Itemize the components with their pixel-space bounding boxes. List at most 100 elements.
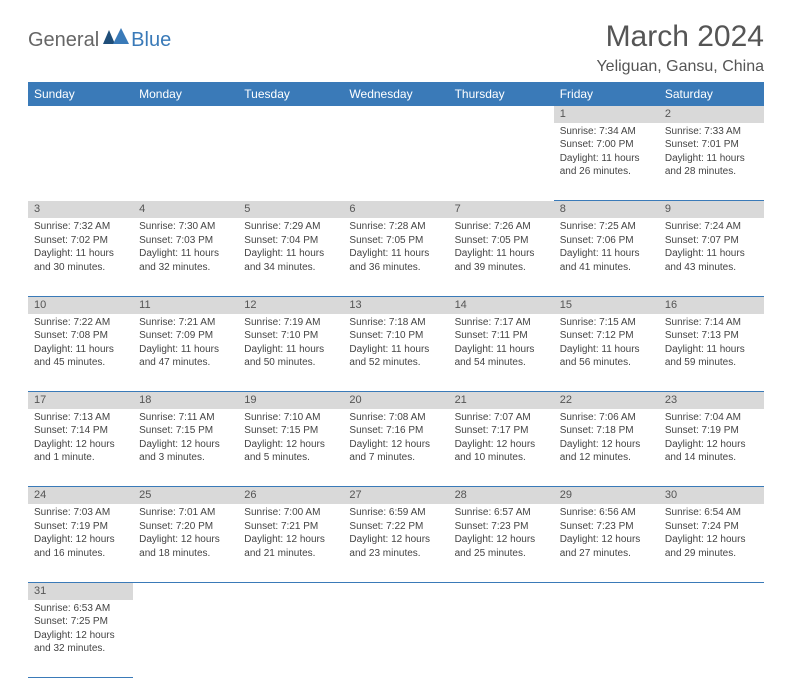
week-row: Sunrise: 7:32 AMSunset: 7:02 PMDaylight:… — [28, 218, 764, 296]
day-info-line: Sunset: 7:10 PM — [349, 329, 442, 343]
title-block: March 2024 Yeliguan, Gansu, China — [596, 20, 764, 76]
day-info-line: Daylight: 11 hours and 41 minutes. — [560, 247, 653, 274]
day-cell: Sunrise: 7:26 AMSunset: 7:05 PMDaylight:… — [449, 218, 554, 296]
day-number — [238, 582, 343, 599]
day-info-line: Sunrise: 7:08 AM — [349, 411, 442, 425]
weekday-header: Friday — [554, 82, 659, 106]
day-info-line: Sunrise: 7:13 AM — [34, 411, 127, 425]
day-number — [449, 582, 554, 599]
weekday-header: Tuesday — [238, 82, 343, 106]
day-cell — [449, 123, 554, 201]
day-cell — [343, 600, 448, 678]
day-info-line: Sunrise: 7:10 AM — [244, 411, 337, 425]
day-number: 4 — [133, 201, 238, 218]
day-info-line: Daylight: 12 hours and 3 minutes. — [139, 438, 232, 465]
day-cell: Sunrise: 7:01 AMSunset: 7:20 PMDaylight:… — [133, 504, 238, 582]
day-info-line: Sunrise: 7:17 AM — [455, 316, 548, 330]
day-info-line: Sunset: 7:10 PM — [244, 329, 337, 343]
day-number: 8 — [554, 201, 659, 218]
day-number: 25 — [133, 487, 238, 504]
day-number: 6 — [343, 201, 448, 218]
day-cell: Sunrise: 7:29 AMSunset: 7:04 PMDaylight:… — [238, 218, 343, 296]
day-cell: Sunrise: 7:18 AMSunset: 7:10 PMDaylight:… — [343, 314, 448, 392]
day-info-line: Daylight: 12 hours and 14 minutes. — [665, 438, 758, 465]
day-info-line: Sunset: 7:03 PM — [139, 234, 232, 248]
day-number: 21 — [449, 392, 554, 409]
day-info-line: Sunrise: 7:21 AM — [139, 316, 232, 330]
day-number: 3 — [28, 201, 133, 218]
day-info-line: Sunrise: 7:26 AM — [455, 220, 548, 234]
day-number: 23 — [659, 392, 764, 409]
day-info-line: Sunset: 7:21 PM — [244, 520, 337, 534]
day-number: 1 — [554, 106, 659, 123]
day-info-line: Daylight: 12 hours and 7 minutes. — [349, 438, 442, 465]
day-info-line: Daylight: 11 hours and 28 minutes. — [665, 152, 758, 179]
day-info-line: Sunrise: 6:56 AM — [560, 506, 653, 520]
day-info-line: Sunset: 7:14 PM — [34, 424, 127, 438]
day-info-line: Sunset: 7:05 PM — [349, 234, 442, 248]
day-info-line: Sunrise: 7:33 AM — [665, 125, 758, 139]
logo-text-blue: Blue — [131, 29, 171, 52]
day-cell: Sunrise: 7:07 AMSunset: 7:17 PMDaylight:… — [449, 409, 554, 487]
day-cell — [133, 600, 238, 678]
day-info-line: Sunset: 7:16 PM — [349, 424, 442, 438]
weekday-header-row: SundayMondayTuesdayWednesdayThursdayFrid… — [28, 82, 764, 106]
day-number — [133, 106, 238, 123]
day-info-line: Sunset: 7:19 PM — [34, 520, 127, 534]
day-cell — [449, 600, 554, 678]
day-number — [28, 106, 133, 123]
day-info-line: Sunset: 7:01 PM — [665, 138, 758, 152]
day-info-line: Daylight: 11 hours and 56 minutes. — [560, 343, 653, 370]
day-cell — [238, 600, 343, 678]
day-info-line: Sunrise: 6:53 AM — [34, 602, 127, 616]
day-info-line: Daylight: 11 hours and 47 minutes. — [139, 343, 232, 370]
day-info-line: Sunrise: 7:30 AM — [139, 220, 232, 234]
day-number: 27 — [343, 487, 448, 504]
day-number — [554, 582, 659, 599]
day-info-line: Sunrise: 7:19 AM — [244, 316, 337, 330]
day-info-line: Sunrise: 7:34 AM — [560, 125, 653, 139]
day-number — [343, 106, 448, 123]
day-number: 9 — [659, 201, 764, 218]
day-info-line: Sunset: 7:11 PM — [455, 329, 548, 343]
day-cell: Sunrise: 7:21 AMSunset: 7:09 PMDaylight:… — [133, 314, 238, 392]
day-info-line: Sunrise: 7:06 AM — [560, 411, 653, 425]
flag-logo-icon — [103, 28, 129, 53]
day-cell: Sunrise: 6:54 AMSunset: 7:24 PMDaylight:… — [659, 504, 764, 582]
day-info-line: Sunset: 7:12 PM — [560, 329, 653, 343]
day-cell: Sunrise: 7:11 AMSunset: 7:15 PMDaylight:… — [133, 409, 238, 487]
day-info-line: Daylight: 11 hours and 39 minutes. — [455, 247, 548, 274]
day-number: 11 — [133, 296, 238, 313]
day-info-line: Daylight: 11 hours and 54 minutes. — [455, 343, 548, 370]
day-cell: Sunrise: 6:57 AMSunset: 7:23 PMDaylight:… — [449, 504, 554, 582]
day-info-line: Sunset: 7:08 PM — [34, 329, 127, 343]
day-number: 12 — [238, 296, 343, 313]
day-info-line: Sunset: 7:02 PM — [34, 234, 127, 248]
weekday-header: Saturday — [659, 82, 764, 106]
weekday-header: Monday — [133, 82, 238, 106]
day-cell: Sunrise: 7:06 AMSunset: 7:18 PMDaylight:… — [554, 409, 659, 487]
week-row: Sunrise: 7:34 AMSunset: 7:00 PMDaylight:… — [28, 123, 764, 201]
day-info-line: Sunset: 7:15 PM — [139, 424, 232, 438]
day-cell: Sunrise: 7:04 AMSunset: 7:19 PMDaylight:… — [659, 409, 764, 487]
day-info-line: Daylight: 12 hours and 29 minutes. — [665, 533, 758, 560]
day-info-line: Sunrise: 7:01 AM — [139, 506, 232, 520]
day-cell: Sunrise: 7:24 AMSunset: 7:07 PMDaylight:… — [659, 218, 764, 296]
daynum-row: 10111213141516 — [28, 296, 764, 313]
day-cell — [659, 600, 764, 678]
day-info-line: Daylight: 11 hours and 45 minutes. — [34, 343, 127, 370]
day-cell: Sunrise: 7:34 AMSunset: 7:00 PMDaylight:… — [554, 123, 659, 201]
week-row: Sunrise: 7:03 AMSunset: 7:19 PMDaylight:… — [28, 504, 764, 582]
day-info-line: Sunrise: 7:29 AM — [244, 220, 337, 234]
day-cell: Sunrise: 7:28 AMSunset: 7:05 PMDaylight:… — [343, 218, 448, 296]
day-info-line: Daylight: 12 hours and 5 minutes. — [244, 438, 337, 465]
header: General Blue March 2024 Yeliguan, Gansu,… — [28, 20, 764, 76]
day-info-line: Daylight: 12 hours and 18 minutes. — [139, 533, 232, 560]
weekday-header: Sunday — [28, 82, 133, 106]
day-number: 31 — [28, 582, 133, 599]
day-cell: Sunrise: 7:22 AMSunset: 7:08 PMDaylight:… — [28, 314, 133, 392]
day-cell: Sunrise: 7:17 AMSunset: 7:11 PMDaylight:… — [449, 314, 554, 392]
day-number — [449, 106, 554, 123]
daynum-row: 3456789 — [28, 201, 764, 218]
day-cell: Sunrise: 6:59 AMSunset: 7:22 PMDaylight:… — [343, 504, 448, 582]
